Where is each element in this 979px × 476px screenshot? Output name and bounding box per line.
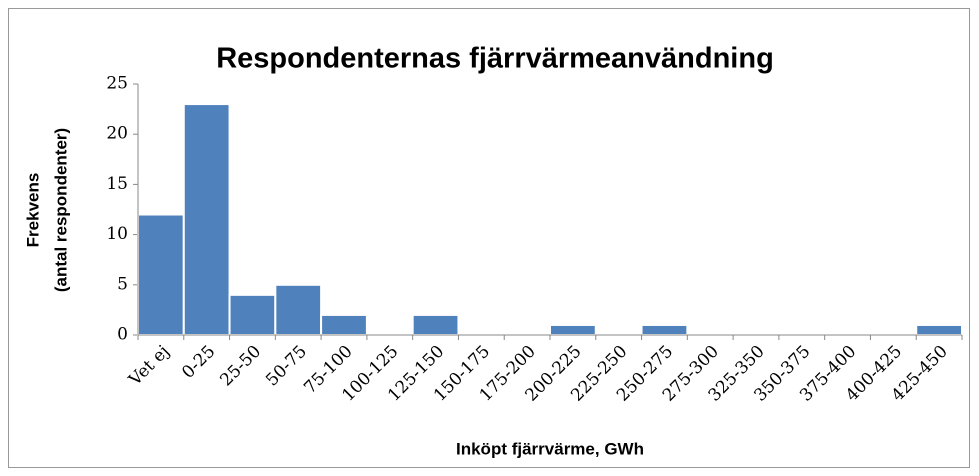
bar	[640, 323, 689, 336]
bar	[549, 323, 597, 336]
x-axis-label: Inköpt fjärrvärme, GWh	[456, 439, 644, 458]
bar	[137, 213, 185, 337]
y-tick-label: 25	[106, 74, 128, 94]
bar	[274, 283, 323, 336]
bar	[915, 323, 964, 336]
y-tick-label: 10	[106, 224, 128, 244]
bar	[320, 313, 368, 337]
bar	[228, 293, 277, 336]
y-tick-label: 5	[117, 274, 128, 294]
y-tick-label: 0	[117, 325, 128, 345]
y-axis-label: Frekvens	[23, 173, 42, 248]
bar	[182, 103, 231, 336]
y-tick-label: 15	[106, 174, 128, 194]
bar	[411, 313, 460, 337]
y-tick-label: 20	[106, 124, 128, 144]
y-axis-label: (antal respondenter)	[51, 128, 70, 292]
chart-title: Respondenternas fjärrvärmeanvändning	[216, 43, 774, 75]
